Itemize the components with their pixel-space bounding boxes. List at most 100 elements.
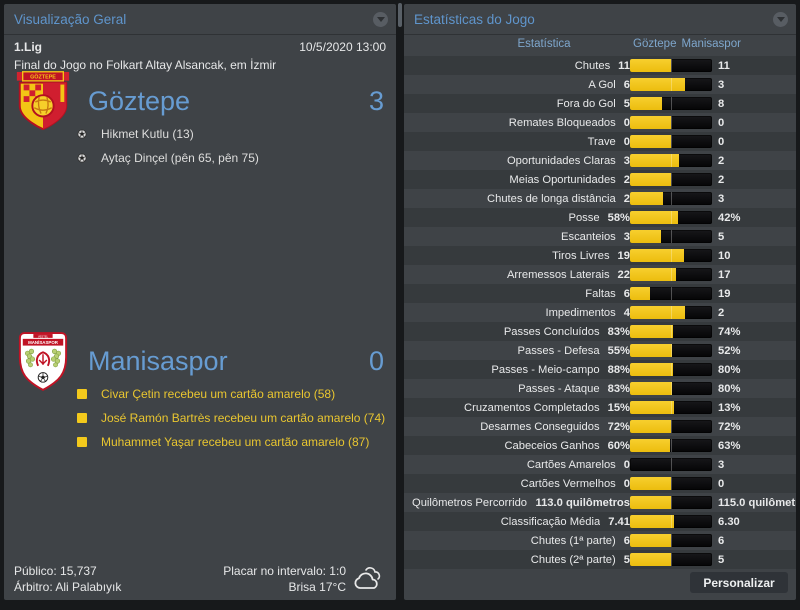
stat-home-value: 4 [623,306,630,319]
personalize-button[interactable]: Personalizar [690,572,788,593]
goztepe-logo: GÖZTEPE [14,71,72,131]
stat-bar [630,534,712,547]
stat-bar-midline [671,382,672,395]
stats-panel: Estatísticas do Jogo Estatística Göztepe… [404,4,796,600]
stat-away-value: 10 [718,249,731,262]
yellow-card-icon [77,413,89,423]
stat-row: Escanteios 3 5 [404,227,796,246]
stat-home-value: 19 [617,249,630,262]
stat-bar-home-fill [630,420,671,433]
stat-row: Passes - Ataque 83% 80% [404,379,796,398]
stat-bar-midline [671,458,672,471]
yellow-card-icon [77,437,89,447]
stat-row: Oportunidades Claras 3 2 [404,151,796,170]
stat-row: Passes - Meio-campo 88% 80% [404,360,796,379]
event-text[interactable]: Muhammet Yaşar recebeu um cartão amarelo… [101,435,370,449]
stat-away-value: 0 [718,135,725,148]
event-text[interactable]: Hikmet Kutlu (13) [101,127,194,141]
attendance: Público: 15,737 [14,564,97,578]
stat-bar-home-fill [630,230,661,243]
panel-options-button[interactable] [773,11,788,27]
stat-away-value: 11 [718,59,730,72]
event-row-yellow-card: Muhammet Yaşar recebeu um cartão amarelo… [77,430,386,454]
stat-bar-midline [671,325,672,338]
stat-bar [630,477,712,490]
stat-away-value: 3 [718,458,725,471]
stat-away-value: 63% [718,439,741,452]
stats-panel-title: Estatísticas do Jogo [414,11,535,27]
stat-bar-home-fill [630,534,671,547]
stat-bar-midline [671,268,672,281]
stats-column-headers: Estatística Göztepe Manisaspor [404,38,796,54]
stat-bar-home-fill [630,325,674,338]
event-text[interactable]: José Ramón Bartrès recebeu um cartão ama… [101,411,386,425]
stat-away-value: 3 [718,192,725,205]
stat-bar-midline [671,116,672,129]
stat-bar-home-fill [630,59,671,72]
stat-away-value: 5 [718,553,725,566]
manisaspor-logo: VESTEL MANİSASPOR [14,330,72,392]
stat-label: Cruzamentos Completados [464,401,600,414]
stat-bar-home-fill [630,135,671,148]
stat-home-value: 2 [623,192,630,205]
venue-line: Final do Jogo no Folkart Altay Alsancak,… [14,58,277,72]
stat-bar [630,268,712,281]
stat-bar-home-fill [630,173,671,186]
stat-bar [630,306,712,319]
stat-bar-home-fill [630,515,675,528]
stat-label: Meias Oportunidades [509,173,616,186]
stat-away-value: 2 [718,173,725,186]
stat-away-value: 13% [718,401,741,414]
stat-bar-home-fill [630,496,671,509]
stat-label: Faltas [585,287,616,300]
stat-row: Posse 58% 42% [404,208,796,227]
event-text[interactable]: Aytaç Dinçel (pên 65, pên 75) [101,151,259,165]
stat-bar [630,116,712,129]
match-datetime: 10/5/2020 13:00 [299,40,386,54]
stat-row: Quilômetros Percorridos 113.0 quilômetros… [404,493,796,512]
stat-label: Classificação Média [500,515,601,528]
home-team-name[interactable]: Göztepe [88,85,191,116]
away-team-events: Civar Çetin recebeu um cartão amarelo (5… [77,382,386,454]
stat-bar-midline [671,192,672,205]
stat-row: Passes Concluídos 83% 74% [404,322,796,341]
stat-row: Meias Oportunidades 2 2 [404,170,796,189]
overview-panel: Visualização Geral 1.Lig 10/5/2020 13:00… [4,4,396,600]
scrollbar-thumb[interactable] [398,3,402,27]
football-icon [77,129,89,139]
stat-away-value: 3 [718,78,725,91]
stat-home-value: 6 [623,534,630,547]
stat-bar-home-fill [630,344,673,357]
stat-label: Oportunidades Claras [506,154,616,167]
stat-bar [630,135,712,148]
stat-home-value: 0 [623,116,630,129]
panel-options-button[interactable] [373,11,388,27]
stat-label: Desarmes Conseguidos [480,420,600,433]
stat-label: Chutes [574,59,611,72]
stat-label: Passes - Defesa [517,344,600,357]
stat-away-value: 2 [718,154,725,167]
away-team-score: 0 [368,345,384,376]
half-time-score: Placar no intervalo: 1:0 [223,564,346,578]
away-team-name[interactable]: Manisaspor [88,345,228,376]
stat-label: Passes - Ataque [518,382,600,395]
stat-bar-midline [671,553,672,566]
svg-text:MANİSASPOR: MANİSASPOR [28,339,59,345]
stat-bar-home-fill [630,553,671,566]
stat-home-value: 55% [607,344,630,357]
stat-bar-midline [671,515,672,528]
stat-away-value: 5 [718,230,725,243]
stat-away-value: 2 [718,306,725,319]
stat-bar [630,515,712,528]
stat-home-value: 3 [623,154,630,167]
stat-row: Cruzamentos Completados 15% 13% [404,398,796,417]
stat-bar-midline [671,78,672,91]
stat-row: Impedimentos 4 2 [404,303,796,322]
competition-name: 1.Lig [14,40,43,54]
stat-row: Cartões Vermelhos 0 0 [404,474,796,493]
event-text[interactable]: Civar Çetin recebeu um cartão amarelo (5… [101,387,336,401]
cloud-icon [352,566,388,592]
stat-bar-home-fill [630,477,671,490]
column-header-stat: Estatística [517,38,571,50]
stat-away-value: 52% [718,344,741,357]
